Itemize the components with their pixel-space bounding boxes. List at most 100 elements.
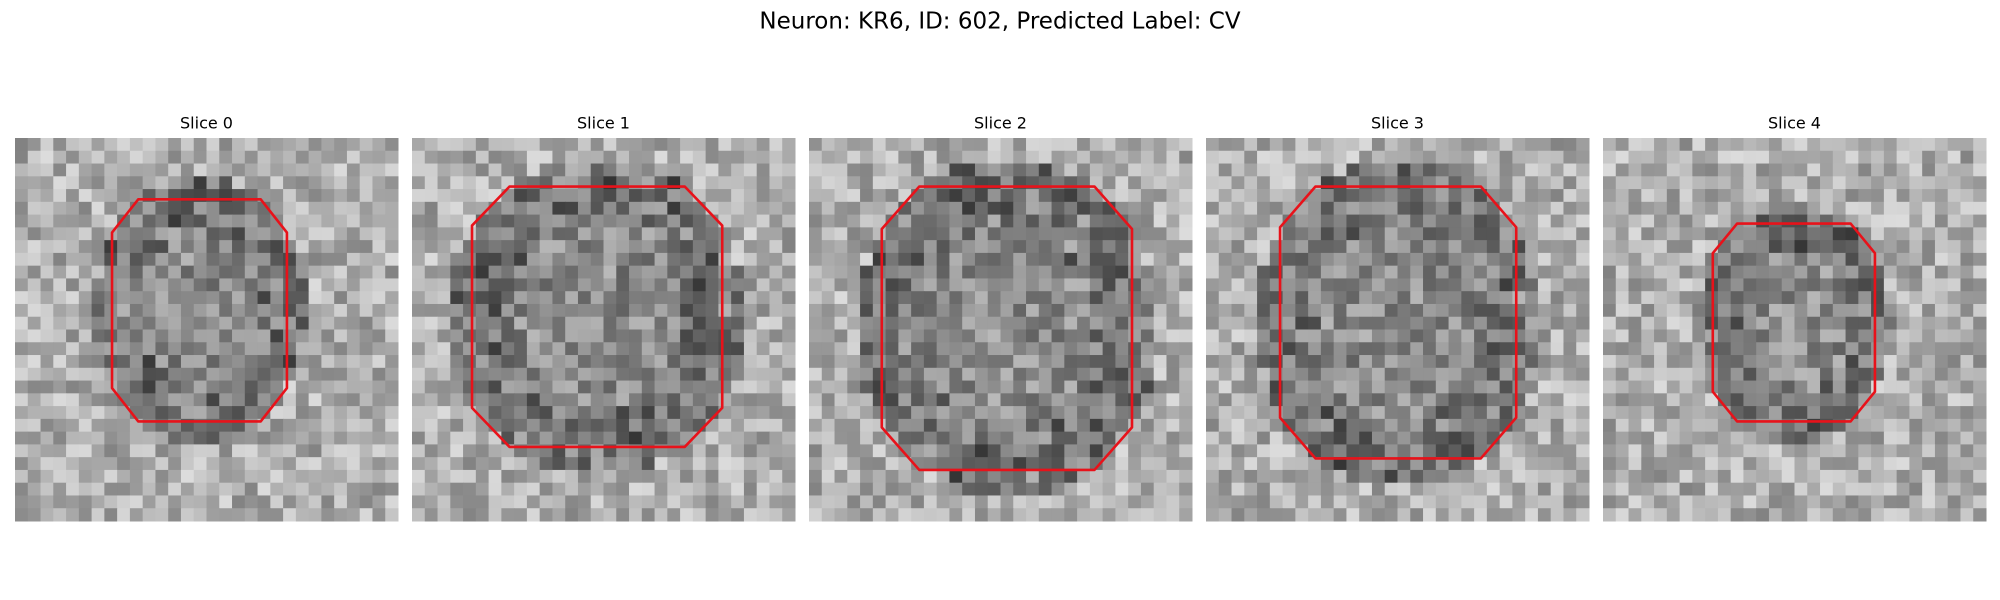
pixel <box>1909 367 1923 382</box>
slice-image <box>809 138 1193 522</box>
pixel <box>782 457 796 471</box>
pixel <box>1128 355 1142 369</box>
pixel <box>385 355 399 369</box>
pixel <box>782 444 796 458</box>
pixel <box>1026 214 1040 228</box>
pixel <box>1435 252 1450 267</box>
pixel <box>539 329 553 343</box>
pixel <box>450 406 464 420</box>
pixel <box>53 329 67 343</box>
pixel <box>1423 227 1437 241</box>
pixel <box>385 176 399 190</box>
pixel <box>424 431 439 445</box>
pixel <box>526 163 541 177</box>
pixel <box>27 355 42 369</box>
pixel <box>257 469 271 484</box>
pixel <box>1947 201 1961 216</box>
pixel <box>1295 163 1309 177</box>
pixel <box>1794 227 1808 241</box>
pixel <box>91 355 105 369</box>
pixel <box>232 163 246 177</box>
pixel <box>1603 303 1617 318</box>
pixel <box>142 508 156 522</box>
pixel <box>372 431 386 445</box>
pixel <box>412 329 426 343</box>
pixel <box>1000 355 1014 369</box>
pixel <box>756 278 770 292</box>
pixel <box>1858 355 1872 369</box>
pixel <box>1960 189 1974 203</box>
pixel <box>1166 469 1180 484</box>
pixel <box>1282 252 1296 267</box>
pixel <box>1474 201 1488 216</box>
pixel <box>1038 252 1053 267</box>
pixel <box>1244 380 1258 394</box>
pixel <box>1308 508 1322 522</box>
pixel <box>1896 138 1910 152</box>
pixel <box>1730 252 1744 267</box>
pixel <box>1179 355 1193 369</box>
pixel <box>1525 265 1539 279</box>
pixel <box>936 240 950 254</box>
pixel <box>1231 316 1245 330</box>
pixel <box>1730 265 1744 279</box>
pixel <box>1474 469 1488 484</box>
pixel <box>424 355 439 369</box>
pixel <box>1512 316 1526 330</box>
pixel <box>91 495 105 509</box>
pixel <box>1603 227 1617 241</box>
pixel <box>1768 201 1783 216</box>
pixel <box>475 329 490 343</box>
pixel <box>53 176 67 190</box>
pixel <box>1807 278 1821 292</box>
pixel <box>898 176 912 190</box>
pixel <box>308 291 322 305</box>
pixel <box>359 150 373 165</box>
pixel <box>1756 380 1770 394</box>
pixel <box>193 291 207 305</box>
pixel <box>463 316 477 330</box>
pixel <box>1512 265 1526 279</box>
pixel <box>1947 329 1961 343</box>
pixel <box>962 393 976 407</box>
pixel <box>1692 418 1706 433</box>
pixel <box>1448 482 1462 496</box>
pixel <box>385 418 399 433</box>
pixel <box>962 508 976 522</box>
pixel <box>923 406 938 420</box>
pixel <box>667 482 681 496</box>
pixel <box>193 252 207 267</box>
pixel <box>450 176 464 190</box>
pixel <box>987 482 1001 496</box>
pixel <box>117 214 131 228</box>
pixel <box>1000 189 1014 203</box>
pixel <box>1474 444 1488 458</box>
pixel <box>1628 380 1642 394</box>
pixel <box>1628 252 1642 267</box>
pixel <box>526 138 541 152</box>
pixel <box>78 291 93 305</box>
pixel <box>769 406 783 420</box>
pixel <box>155 265 169 279</box>
pixel <box>1244 227 1258 241</box>
pixel <box>66 291 80 305</box>
pixel <box>1461 150 1475 165</box>
pixel <box>450 482 464 496</box>
pixel <box>1486 201 1501 216</box>
pixel <box>1000 291 1014 305</box>
pixel <box>1537 201 1552 216</box>
pixel <box>1499 252 1513 267</box>
pixel <box>1615 303 1630 318</box>
pixel <box>232 150 246 165</box>
pixel <box>667 431 681 445</box>
pixel <box>1896 303 1910 318</box>
pixel <box>232 380 246 394</box>
pixel <box>898 469 912 484</box>
pixel <box>1397 495 1411 509</box>
pixel <box>1525 201 1539 216</box>
pixel <box>1537 508 1552 522</box>
pixel <box>1525 495 1539 509</box>
pixel <box>1576 265 1590 279</box>
pixel <box>1845 189 1859 203</box>
pixel <box>257 163 271 177</box>
